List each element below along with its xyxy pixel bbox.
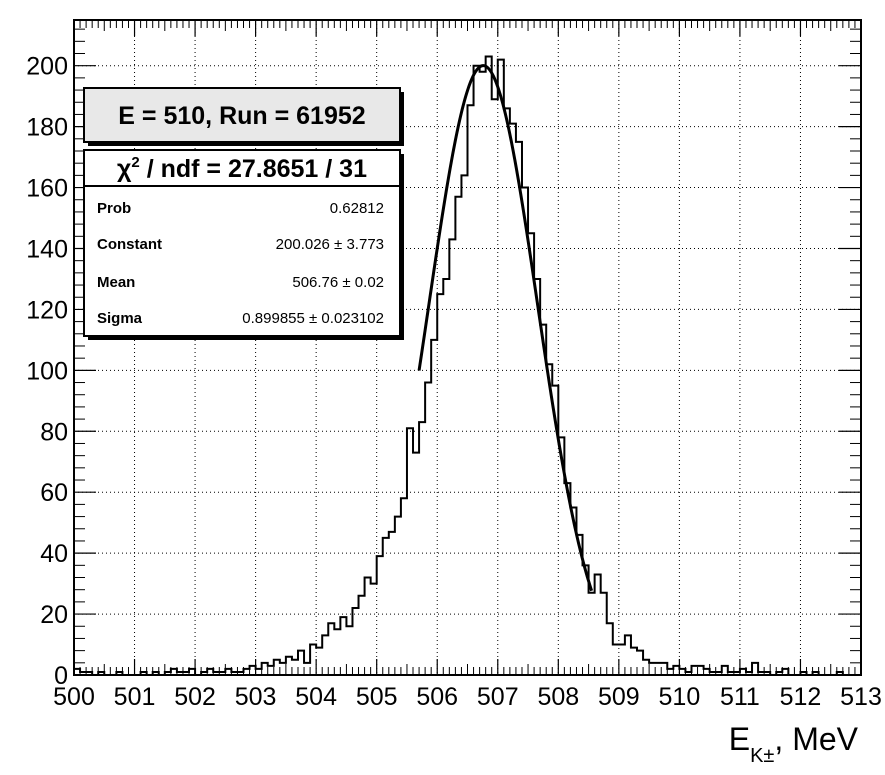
x-tick-label: 500 (53, 683, 95, 711)
x-axis-title-main: E (729, 721, 750, 757)
chi2-rest: / ndf = 27.8651 / 31 (140, 155, 367, 183)
y-tick-label: 120 (26, 296, 68, 324)
x-axis-title-rest: , MeV (774, 721, 858, 757)
x-tick-label: 512 (780, 683, 822, 711)
stat-value-sigma: 0.899855 ± 0.023102 (242, 310, 384, 327)
y-tick-label: 180 (26, 114, 68, 142)
y-tick-label: 40 (40, 540, 68, 568)
y-tick-label: 80 (40, 418, 68, 446)
title-box-text: E = 510, Run = 61952 (118, 102, 365, 130)
chi2-line: χ2 / ndf = 27.8651 / 31 (117, 154, 367, 183)
stat-value-mean: 506.76 ± 0.02 (292, 274, 384, 291)
stats-box-frame (83, 149, 401, 337)
stat-label-prob: Prob (97, 200, 131, 217)
x-axis-title: EK±, MeV (729, 721, 859, 767)
x-tick-label: 507 (477, 683, 519, 711)
x-tick-label: 502 (174, 683, 216, 711)
stat-value-constant: 200.026 ± 3.773 (276, 236, 384, 253)
x-tick-label: 508 (537, 683, 579, 711)
y-tick-label: 200 (26, 53, 68, 81)
chi2-superscript: 2 (131, 154, 139, 171)
y-tick-label: 20 (40, 601, 68, 629)
x-tick-label: 511 (720, 683, 760, 711)
title-box: E = 510, Run = 61952 (83, 87, 404, 146)
y-tick-label: 60 (40, 479, 68, 507)
stat-label-mean: Mean (97, 274, 135, 291)
x-tick-label: 513 (840, 683, 882, 711)
x-tick-label: 503 (235, 683, 277, 711)
x-tick-label: 505 (356, 683, 398, 711)
y-tick-labels: 0 20 40 60 80 100 120 140 160 180 200 (26, 53, 68, 690)
y-tick-label: 0 (54, 662, 68, 690)
chi2-symbol: χ (117, 155, 132, 183)
y-tick-label: 140 (26, 235, 68, 263)
stats-box: χ2 / ndf = 27.8651 / 31 Prob 0.62812 Con… (83, 149, 404, 340)
gaussian-fit-curve (417, 64, 594, 592)
x-tick-label: 510 (659, 683, 701, 711)
x-axis-title-subscript: K± (750, 745, 774, 767)
x-tick-label: 506 (416, 683, 458, 711)
x-tick-labels: 500 501 502 503 504 505 506 507 508 509 510 511 512 5… (53, 683, 882, 711)
stat-value-prob: 0.62812 (330, 200, 384, 217)
y-tick-label: 160 (26, 175, 68, 203)
x-tick-label: 509 (598, 683, 640, 711)
stat-label-constant: Constant (97, 236, 162, 253)
x-tick-label: 501 (114, 683, 156, 711)
title-box-frame (83, 87, 401, 143)
stat-label-sigma: Sigma (97, 310, 143, 327)
plot-frame (73, 19, 862, 676)
y-tick-label: 100 (26, 357, 68, 385)
x-tick-label: 504 (295, 683, 337, 711)
